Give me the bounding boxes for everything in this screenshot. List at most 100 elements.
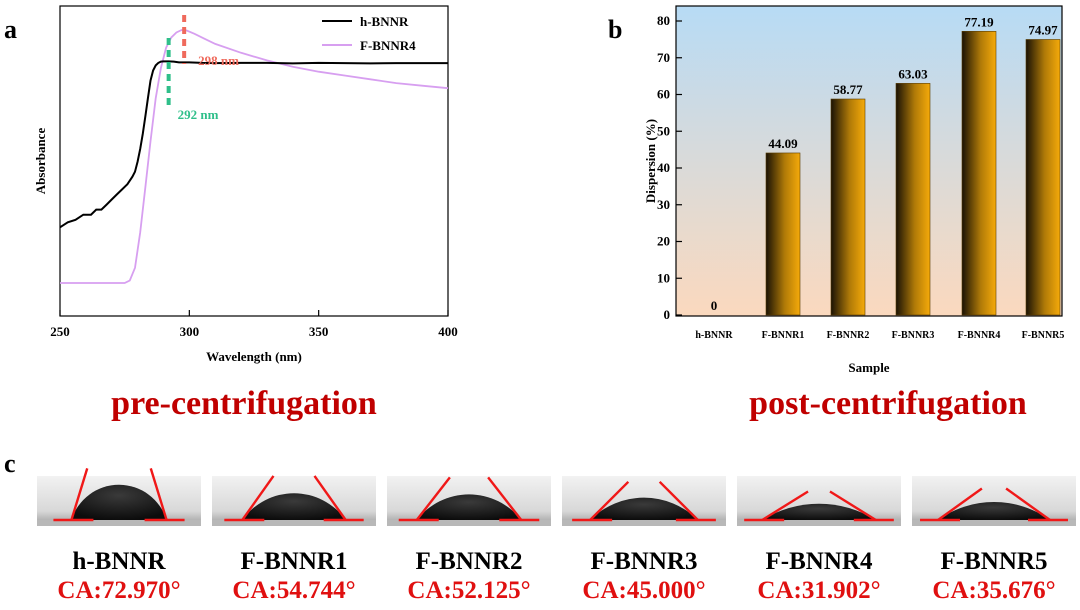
bar-f-bnnr3 [895,83,931,316]
y-tick-label: 80 [657,13,670,28]
chart-a-plot-area [59,29,449,284]
bar-value-label: 63.03 [898,66,928,81]
bar-value-label: 58.77 [833,82,863,97]
x-tick-label: 350 [309,324,329,339]
chart-a-xlabel: Wavelength (nm) [206,349,302,364]
x-tick-label: F-BNNR5 [1022,330,1065,341]
x-tick-label: 300 [180,324,200,339]
droplet-sample-name: F-BNNR4 [766,548,873,575]
tangent-right [1005,487,1051,521]
droplet-contact-angle: CA:54.744° [232,577,355,604]
legend-label-h-bnnr: h-BNNR [360,14,409,29]
droplet-shape [416,494,522,520]
x-tick-label: F-BNNR1 [762,330,805,341]
chart-a-x-axis: 250 300 350 400 [50,310,458,339]
chart-a-ylabel: Absorbance [33,128,48,195]
chart-b-xlabel: Sample [848,360,889,375]
chart-a-frame [59,5,449,317]
bar-value-label: 0 [711,298,718,313]
bar-f-bnnr4 [961,31,997,316]
tangent-right [658,480,699,521]
chart-b-background [676,6,1062,316]
bar-f-bnnr2 [830,98,866,316]
tangent-left [415,476,451,521]
tangent-right [487,476,523,521]
chart-b-frame [675,5,1063,317]
bar-f-bnnr1 [765,152,801,316]
tangent-left [761,490,809,522]
y-tick-label: 70 [657,50,670,65]
x-tick-label: 400 [438,324,458,339]
droplet-contact-angle: CA:35.676° [932,577,1055,604]
tangent-left [70,468,89,521]
bar-value-label: 77.19 [964,14,994,29]
legend-label-f-bnnr4: F-BNNR4 [360,38,416,53]
droplet-contact-angle: CA:31.902° [757,577,880,604]
substrate [212,520,376,526]
panel-label-c: c [4,449,16,478]
chart-b-plot-area: 0 44.09 58.77 63.03 77.19 74.97 [711,14,1061,316]
substrate [912,520,1076,526]
droplet-sample-name: F-BNNR1 [241,548,348,575]
tangent-right [829,490,877,522]
bar-value-label: 74.97 [1028,22,1058,37]
series-line-h-bnnr [59,60,448,229]
tangent-left [937,487,983,521]
annotation-label-292: 292 nm [178,107,219,122]
annotation-label-298: 298 nm [198,53,239,68]
caption-post-centrifugation: post-centrifugation [749,385,1027,422]
bar-f-bnnr5 [1025,39,1061,316]
chart-a-legend: h-BNNR F-BNNR4 [322,14,416,53]
y-tick-label: 30 [657,197,670,212]
substrate [37,520,201,526]
tangent-right [313,475,347,521]
substrate [387,520,551,526]
chart-a: 250 300 350 400 298 nm 292 nm Wavelength (nm… [33,5,458,364]
tangent-right [149,468,168,521]
droplet-shape [71,484,167,520]
y-tick-label: 0 [664,307,671,322]
panel-label-b: b [608,15,622,44]
y-tick-label: 40 [657,160,670,175]
chart-b-x-axis: h-BNNR F-BNNR1 F-BNNR2 F-BNNR3 F-BNNR4 F-BNNR… [695,330,1064,341]
y-tick-label: 50 [657,123,670,138]
chart-b-y-axis: 0 10 20 30 40 50 60 70 80 [657,13,682,322]
chart-b-ylabel: Dispersion (%) [643,119,658,203]
bar-value-label: 44.09 [768,136,798,151]
droplet-contact-angle: CA:72.970° [57,577,180,604]
x-tick-label: 250 [50,324,70,339]
y-tick-label: 20 [657,234,670,249]
y-tick-label: 60 [657,87,670,102]
droplet-shape [590,497,698,520]
droplet-shape [242,493,346,520]
substrate [737,520,901,526]
x-tick-label: F-BNNR2 [827,330,870,341]
x-tick-label: h-BNNR [695,330,733,341]
droplet-contact-angle: CA:45.000° [582,577,705,604]
droplet-shape [762,503,876,520]
droplet-sample-name: h-BNNR [72,548,166,575]
substrate [562,520,726,526]
tangent-left [241,475,275,521]
droplet-row: h-BNNRCA:72.970°F-BNNR1CA:54.744°F-BNNR2… [37,468,1076,604]
droplet-sample-name: F-BNNR3 [591,548,698,575]
caption-pre-centrifugation: pre-centrifugation [111,385,377,422]
y-tick-label: 10 [657,270,670,285]
chart-b: 0 44.09 58.77 63.03 77.19 74.97 0 10 20 30 40 50 60… [643,5,1064,375]
droplet-shape [938,501,1050,520]
x-tick-label: F-BNNR4 [958,330,1001,341]
chart-a-annotations: 298 nm 292 nm [166,15,239,122]
tangent-left [589,480,630,521]
droplet-sample-name: F-BNNR2 [416,548,523,575]
droplet-contact-angle: CA:52.125° [407,577,530,604]
panel-label-a: a [4,15,17,44]
droplet-sample-name: F-BNNR5 [941,548,1048,575]
series-line-f-bnnr4 [60,29,449,284]
